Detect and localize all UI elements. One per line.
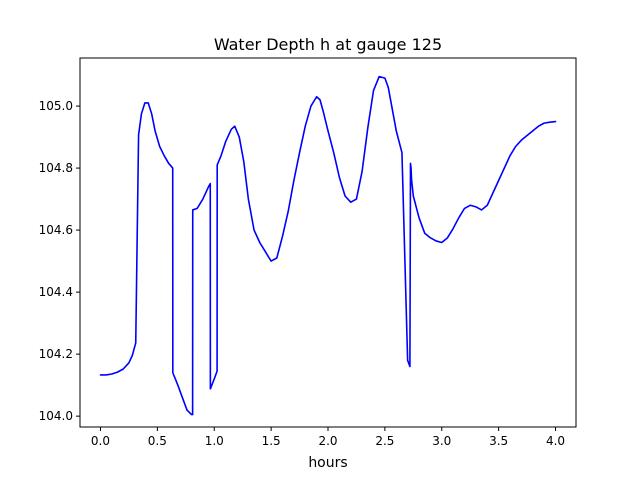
x-tick-label: 4.0 xyxy=(546,434,565,448)
series-line-1 xyxy=(99,75,557,416)
x-axis: 0.0 0.5 1.0 1.5 2.0 2.5 3.0 3.5 4.0 xyxy=(91,427,565,448)
y-tick-label: 104.4 xyxy=(39,285,73,299)
x-tick-label: 1.5 xyxy=(262,434,281,448)
x-tick-label: 0.0 xyxy=(91,434,110,448)
x-tick-label: 2.5 xyxy=(375,434,394,448)
plot-area xyxy=(99,75,557,416)
y-tick-label: 104.0 xyxy=(39,409,73,423)
y-tick-label: 104.6 xyxy=(39,223,73,237)
x-tick-label: 2.0 xyxy=(318,434,337,448)
y-axis: 104.0 104.2 104.4 104.6 104.8 105.0 xyxy=(39,99,80,423)
x-tick-label: 1.0 xyxy=(205,434,224,448)
chart-title: Water Depth h at gauge 125 xyxy=(214,35,442,54)
x-tick-label: 0.5 xyxy=(148,434,167,448)
y-tick-label: 104.2 xyxy=(39,347,73,361)
y-tick-label: 105.0 xyxy=(39,99,73,113)
x-tick-label: 3.0 xyxy=(432,434,451,448)
x-axis-label: hours xyxy=(308,455,347,471)
x-tick-label: 3.5 xyxy=(489,434,508,448)
y-tick-label: 104.8 xyxy=(39,161,73,175)
